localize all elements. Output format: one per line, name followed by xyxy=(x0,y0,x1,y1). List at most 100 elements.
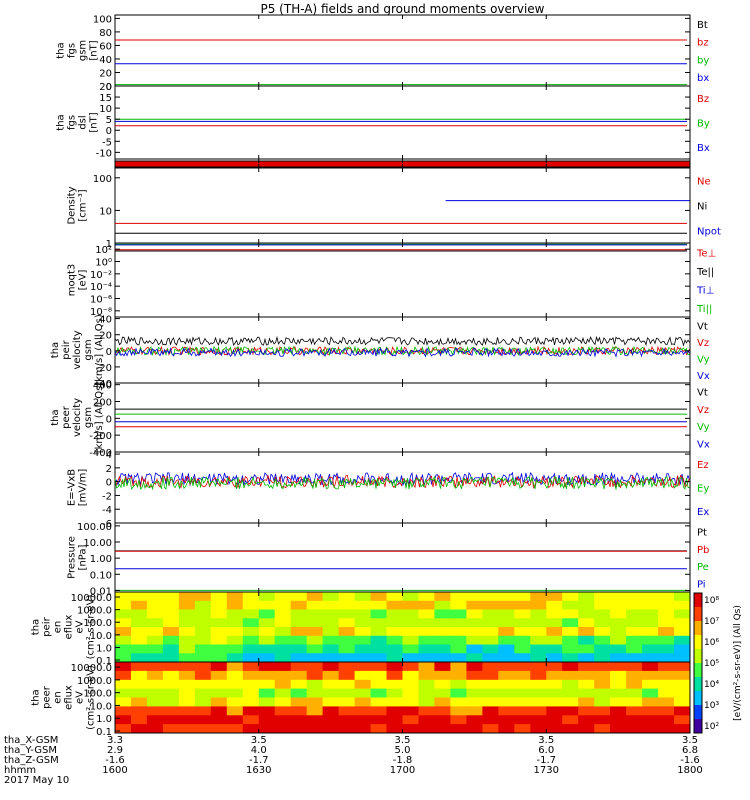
y-tick-label: 4 xyxy=(106,450,112,461)
spectrogram-cell xyxy=(578,609,595,619)
spectrogram-cell xyxy=(546,662,563,672)
spectrogram-cell xyxy=(338,724,356,734)
y-axis-label: thapeervelocitygsm[km/s] (All Qs) xyxy=(50,382,105,454)
y-tick-label: 0 xyxy=(106,82,112,93)
spectrogram-cell xyxy=(258,670,276,681)
spectrogram-cell xyxy=(498,592,515,602)
spectrogram-cell xyxy=(402,724,419,734)
spectrogram-cell xyxy=(514,724,531,734)
spectrogram-cell xyxy=(290,653,308,663)
spectrogram-cell xyxy=(466,715,483,725)
y-tick-label: 1.0 xyxy=(96,643,112,654)
spectrogram-cell xyxy=(115,653,132,663)
spectrogram-cell xyxy=(658,688,675,698)
spectrogram-cell xyxy=(610,635,627,646)
spectrogram-cell xyxy=(322,662,340,672)
legend-bx: Bx xyxy=(697,143,710,154)
spectrogram-cell xyxy=(210,679,228,690)
spectrogram-cell xyxy=(594,627,611,637)
spectrogram-cell xyxy=(131,618,148,628)
spectrogram-cell xyxy=(578,706,595,716)
y-tick-label: -10 xyxy=(96,148,112,159)
spectrogram-cell xyxy=(594,635,611,646)
footer-value: 5.0 xyxy=(395,745,411,756)
spectrogram-cell xyxy=(131,644,148,654)
legend-ne: Ne xyxy=(697,177,711,188)
series-line-ey xyxy=(114,475,690,491)
spectrogram-cell xyxy=(466,592,483,602)
spectrogram-cell xyxy=(242,706,260,716)
spectrogram-cell xyxy=(354,600,372,611)
spectrogram-cell xyxy=(482,662,499,672)
spectrogram-cell xyxy=(562,609,579,619)
spectrogram-cell xyxy=(226,609,244,619)
footer-value: 1730 xyxy=(534,765,559,776)
spectrogram-cell xyxy=(370,706,388,716)
spectrogram-cell xyxy=(354,627,372,637)
spectrogram-cell xyxy=(434,592,451,602)
spectrogram-cell xyxy=(402,653,419,663)
spectrogram-cell xyxy=(115,609,132,619)
spectrogram-cell xyxy=(402,688,419,698)
spectrogram-cell xyxy=(274,627,292,637)
legend-ey: Ey xyxy=(697,484,709,495)
spectrogram-cell xyxy=(610,653,627,663)
spectrogram-cell xyxy=(338,627,356,637)
spectrogram-cell xyxy=(115,618,132,628)
spectrogram-cell xyxy=(386,706,403,716)
footer-value: -1.7 xyxy=(536,755,556,766)
spectrogram-cell xyxy=(131,592,148,602)
spectrogram-cell xyxy=(386,644,403,654)
spectrogram-cell xyxy=(498,715,515,725)
spectrogram-cell xyxy=(226,635,244,646)
y-tick-label: 0 xyxy=(106,414,112,425)
spectrogram-cell xyxy=(242,618,260,628)
spectrogram-cell xyxy=(482,697,499,707)
panel-frame xyxy=(114,451,691,524)
spectrogram-cell xyxy=(338,644,356,654)
spectrogram-cell xyxy=(162,618,180,628)
spectrogram-cell xyxy=(115,688,132,698)
spectrogram-cell xyxy=(210,706,228,716)
spectrogram-cell xyxy=(226,653,244,663)
spectrogram-cell xyxy=(498,635,515,646)
spectrogram-cell xyxy=(306,679,324,690)
spectrogram-cell xyxy=(514,715,531,725)
spectrogram-cell xyxy=(658,618,675,628)
spectrogram-cell xyxy=(594,609,611,619)
spectrogram-cell xyxy=(178,688,196,698)
spectrogram-cell xyxy=(498,627,515,637)
spectrogram-cell xyxy=(450,609,467,619)
legend-vz: Vz xyxy=(697,405,709,416)
spectrogram-cell xyxy=(178,697,196,707)
spectrogram-cell xyxy=(626,697,643,707)
spectrogram-cell xyxy=(514,697,531,707)
spectrogram-cell xyxy=(354,592,372,602)
spectrogram-cell xyxy=(594,662,611,672)
spectrogram-cell xyxy=(210,644,228,654)
spectrogram-cell xyxy=(434,670,451,681)
spectrogram-cell xyxy=(498,688,515,698)
spectrogram-cell xyxy=(610,592,627,602)
y-tick-label: -40 xyxy=(96,379,112,390)
spectrogram-cell xyxy=(274,609,292,619)
legend-npot: Npot xyxy=(697,227,721,238)
spectrogram-cell xyxy=(290,724,308,734)
spectrogram-cell xyxy=(242,592,260,602)
y-axis-label: thafgsdsl[nT] xyxy=(56,112,100,132)
spectrogram-cell xyxy=(450,706,467,716)
spectrogram-cell xyxy=(626,627,643,637)
spectrogram-cell xyxy=(306,618,324,628)
spectrogram-cell xyxy=(386,662,403,672)
spectrogram-cell xyxy=(530,715,547,725)
spectrogram-cell xyxy=(546,715,563,725)
spectrogram-cell xyxy=(258,697,276,707)
spectrogram-cell xyxy=(258,627,276,637)
spectrogram-cell xyxy=(306,627,324,637)
legend-pt: Pt xyxy=(697,528,707,539)
spectrogram-cell xyxy=(530,679,547,690)
y-tick-label: 10⁻⁸ xyxy=(90,307,112,318)
y-tick-label: 10⁰ xyxy=(95,258,112,269)
